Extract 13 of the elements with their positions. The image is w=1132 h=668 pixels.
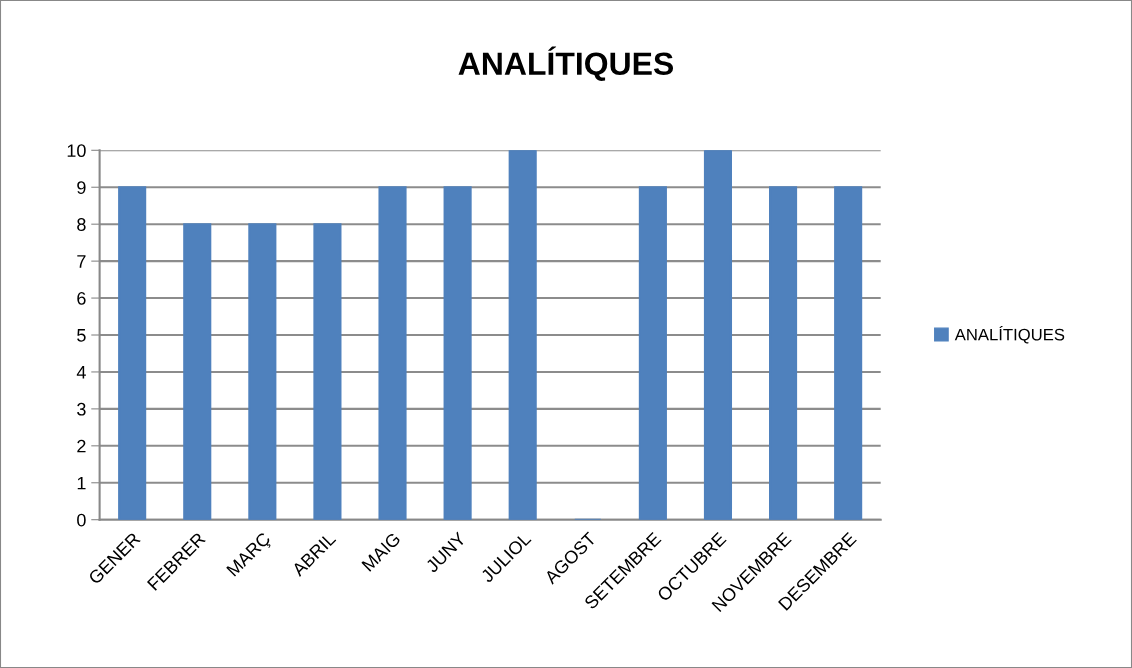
y-tick-label: 6 bbox=[77, 292, 86, 305]
y-tick-label: 2 bbox=[77, 439, 86, 453]
y-tick-label: 1 bbox=[77, 476, 86, 490]
y-tick-label: 9 bbox=[77, 181, 86, 194]
y-tick-label: 5 bbox=[77, 329, 86, 342]
chart-title: ANALÍTIQUES bbox=[458, 46, 674, 82]
y-tick-label: 8 bbox=[77, 218, 86, 231]
y-tick-label: 7 bbox=[77, 255, 86, 268]
legend-label: ANALÍTIQUES bbox=[954, 325, 1065, 344]
y-tick-label: 10 bbox=[67, 144, 86, 158]
y-tick-label: 3 bbox=[77, 402, 86, 416]
y-tick-label: 0 bbox=[77, 513, 86, 527]
y-tick-label: 4 bbox=[76, 366, 86, 379]
